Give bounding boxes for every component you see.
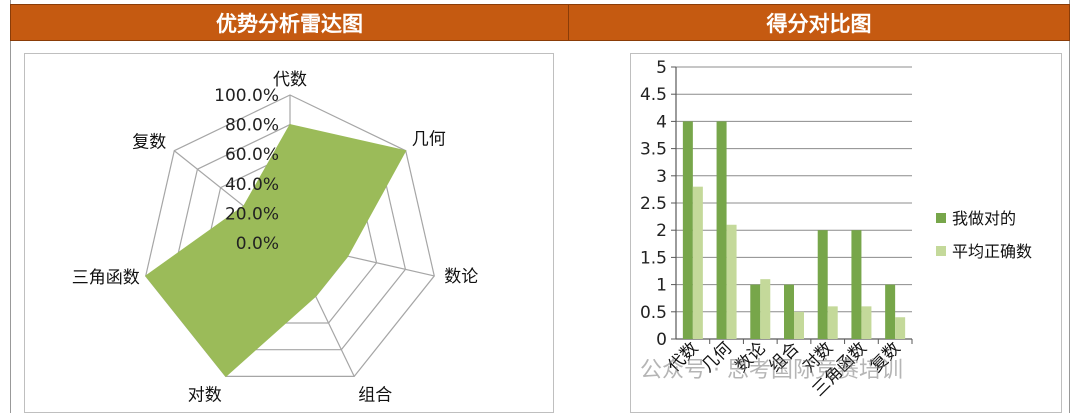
legend-label: 我做对的 bbox=[952, 209, 1016, 228]
bar-my-correct bbox=[817, 230, 828, 339]
legend-swatch bbox=[936, 213, 946, 223]
bar-section-header: 得分对比图 bbox=[568, 4, 1070, 41]
bar-my-correct bbox=[784, 284, 794, 339]
y-axis-tick-label: 1.5 bbox=[640, 248, 667, 268]
y-axis-tick-label: 4.5 bbox=[640, 85, 667, 105]
y-axis-tick-label: 3.5 bbox=[640, 140, 667, 160]
bar-average-correct bbox=[760, 279, 771, 339]
bar-section-title: 得分对比图 bbox=[766, 11, 872, 36]
radar-tick-label: 60.0% bbox=[225, 145, 279, 165]
bar-chart-panel: 0 0.5 1 1.5 2 2.5 3 3.5 4 4.5 5 代数 几何 数论 组合 对数 三角函数 复数 我做对… bbox=[630, 53, 1062, 413]
y-axis-tick-label: 1 bbox=[656, 276, 667, 296]
bar-average-correct bbox=[861, 306, 872, 339]
radar-grid-ring bbox=[145, 94, 435, 377]
radar-chart-panel: 0.0% 20.0% 40.0% 60.0% 80.0% 100.0% 代数几何数论组合 对数… bbox=[24, 53, 554, 413]
legend-label: 平均正确数 bbox=[952, 242, 1032, 261]
bar-my-correct bbox=[750, 284, 761, 339]
bar-average-correct bbox=[827, 306, 838, 339]
radar-axis-label: 三角函数 bbox=[72, 268, 140, 288]
y-axis-tick-label: 2.5 bbox=[640, 194, 667, 214]
radar-axis-label: 数论 bbox=[444, 267, 478, 287]
bar-average-correct bbox=[794, 311, 804, 339]
y-axis-tick-label: 5 bbox=[656, 58, 667, 78]
radar-axis-label: 对数 bbox=[188, 385, 222, 405]
radar-tick-label: 20.0% bbox=[225, 204, 279, 224]
dashboard-frame bbox=[10, 0, 1070, 413]
radar-section-title: 优势分析雷达图 bbox=[216, 11, 363, 36]
y-axis-tick-label: 0.5 bbox=[640, 303, 667, 323]
radar-section-header: 优势分析雷达图 bbox=[10, 4, 569, 41]
radar-axis-label: 几何 bbox=[412, 130, 446, 150]
bar-average-correct bbox=[692, 186, 703, 339]
bar-average-correct bbox=[895, 317, 906, 339]
radar-tick-label: 100.0% bbox=[214, 86, 279, 106]
y-axis-tick-label: 3 bbox=[656, 167, 667, 187]
radar-tick-label: 80.0% bbox=[225, 116, 279, 136]
radar-axis-label: 代数 bbox=[273, 70, 307, 90]
bar-my-correct bbox=[885, 284, 896, 339]
y-axis-tick-label: 0 bbox=[656, 330, 667, 350]
bar-chart: 00.511.522.533.544.55代数几何数论组合对数三角函数复数我做对… bbox=[640, 58, 1032, 401]
bar-my-correct bbox=[682, 121, 693, 340]
bar-my-correct bbox=[851, 230, 862, 339]
radar-axis-label: 复数 bbox=[132, 133, 166, 153]
radar-tick-label: 40.0% bbox=[225, 175, 279, 195]
watermark: 公众号 · 思考国际竞赛培训 bbox=[640, 358, 903, 383]
y-axis-tick-label: 2 bbox=[656, 221, 667, 241]
bar-my-correct bbox=[716, 121, 727, 340]
radar-tick-label: 0.0% bbox=[236, 234, 279, 254]
radar-series-area bbox=[144, 124, 407, 378]
legend-swatch bbox=[936, 246, 946, 256]
radar-axis-label: 组合 bbox=[358, 385, 392, 405]
y-axis-tick-label: 4 bbox=[656, 112, 667, 132]
bar-average-correct bbox=[726, 224, 737, 339]
